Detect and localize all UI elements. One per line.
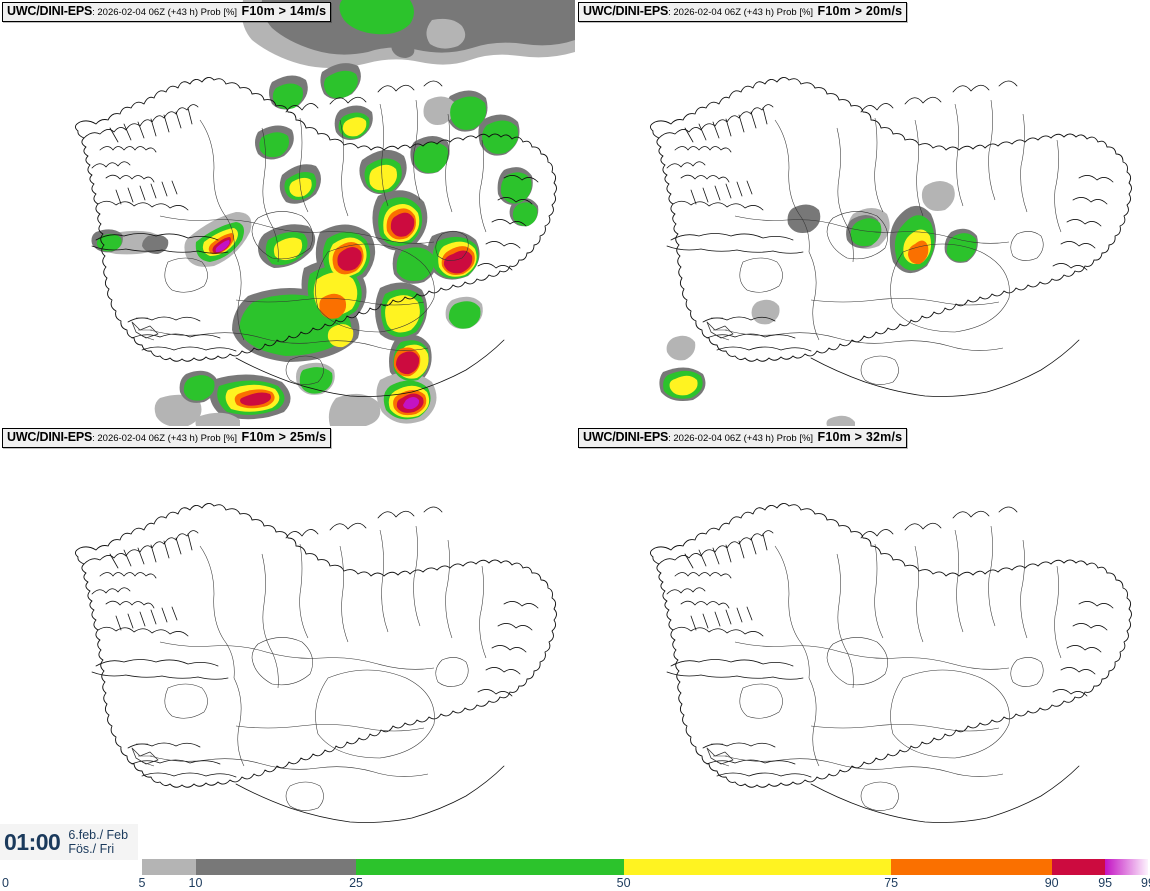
colorbar-tick-10: 10 (188, 876, 203, 890)
colorbar-segment-25-50 (356, 859, 624, 875)
panel-title-20ms: UWC/DINI-EPS: 2026-02-04 06Z (+43 h) Pro… (578, 2, 908, 22)
colorbar[interactable]: 5 10 25 50 75 90 95 99 (138, 859, 1150, 891)
bottom-strip: 01:00 6.feb./ Feb Fös./ Fri 0 5 10 25 50 75 9… (0, 824, 1150, 891)
valid-time-clock: 01:00 (4, 828, 61, 855)
colorbar-ticks: 5 10 25 50 75 90 95 99 (138, 876, 1150, 891)
map-panel-32ms[interactable]: UWC/DINI-EPS: 2026-02-04 06Z (+43 h) Pro… (575, 426, 1150, 852)
colorbar-tick-99: 99 (1141, 876, 1150, 890)
panel-parameter: F10m > 14m/s (241, 4, 327, 18)
iceland-internal-boundaries (706, 525, 1062, 811)
colorbar-tick-50: 50 (616, 876, 631, 890)
panel-run-info: : 2026-02-04 06Z (+43 h) Prob [%] (668, 433, 814, 444)
colorbar-segment-95-99 (1105, 859, 1148, 875)
panel-model-name: UWC/DINI-EPS (583, 430, 669, 444)
panel-grid: UWC/DINI-EPS: 2026-02-04 06Z (+43 h) Pro… (0, 0, 1150, 852)
map-panel-20ms[interactable]: UWC/DINI-EPS: 2026-02-04 06Z (+43 h) Pro… (575, 0, 1150, 426)
panel-model-name: UWC/DINI-EPS (7, 430, 93, 444)
colorbar-segment-90-95 (1051, 859, 1106, 875)
iceland-coastline (75, 77, 557, 397)
iceland-coastline (75, 503, 557, 823)
iceland-internal-boundaries (706, 99, 1062, 385)
colorbar-tick-95: 95 (1098, 876, 1113, 890)
colorbar-tick-5: 5 (138, 876, 146, 890)
colorbar-segment-50-75 (623, 859, 892, 875)
iceland-internal-boundaries (131, 99, 487, 385)
panel-run-info: : 2026-02-04 06Z (+43 h) Prob [%] (92, 433, 238, 444)
valid-weekday: Fös./ Fri (68, 842, 115, 856)
panel-parameter: F10m > 25m/s (241, 430, 327, 444)
panel-parameter: F10m > 32m/s (817, 430, 903, 444)
iceland-coastline (650, 503, 1132, 823)
colorbar-segments (142, 859, 1148, 875)
panel-model-name: UWC/DINI-EPS (583, 4, 669, 18)
colorbar-segment-5-10 (142, 859, 196, 875)
panel-model-name: UWC/DINI-EPS (7, 4, 93, 18)
probability-field-orange (908, 240, 929, 265)
panel-title-14ms: UWC/DINI-EPS: 2026-02-04 06Z (+43 h) Pro… (2, 2, 332, 22)
panel-run-info: : 2026-02-04 06Z (+43 h) Prob [%] (92, 7, 238, 18)
valid-time-box: 01:00 6.feb./ Feb Fös./ Fri (0, 824, 138, 860)
colorbar-zero-label: 0 (2, 876, 9, 890)
panel-title-32ms: UWC/DINI-EPS: 2026-02-04 06Z (+43 h) Pro… (578, 428, 908, 448)
valid-time-dates: 6.feb./ Feb Fös./ Fri (68, 828, 128, 856)
panel-run-info: : 2026-02-04 06Z (+43 h) Prob [%] (668, 7, 814, 18)
probability-field-magenta (215, 240, 420, 410)
colorbar-segment-10-25 (195, 859, 357, 875)
panel-title-25ms: UWC/DINI-EPS: 2026-02-04 06Z (+43 h) Pro… (2, 428, 332, 448)
map-panel-25ms[interactable]: UWC/DINI-EPS: 2026-02-04 06Z (+43 h) Pro… (0, 426, 575, 852)
iceland-internal-boundaries (131, 525, 487, 811)
colorbar-tick-75: 75 (884, 876, 899, 890)
map-panel-14ms[interactable]: UWC/DINI-EPS: 2026-02-04 06Z (+43 h) Pro… (0, 0, 575, 426)
map-canvas-14ms (0, 0, 575, 426)
map-canvas-32ms (575, 426, 1150, 852)
colorbar-segment-75-90 (891, 859, 1052, 875)
valid-date: 6.feb./ Feb (68, 828, 129, 842)
iceland-coastline (650, 77, 1132, 397)
colorbar-tick-90: 90 (1044, 876, 1059, 890)
map-canvas-25ms (0, 426, 575, 852)
map-canvas-20ms (575, 0, 1150, 426)
colorbar-tick-25: 25 (349, 876, 363, 890)
panel-parameter: F10m > 20m/s (817, 4, 903, 18)
